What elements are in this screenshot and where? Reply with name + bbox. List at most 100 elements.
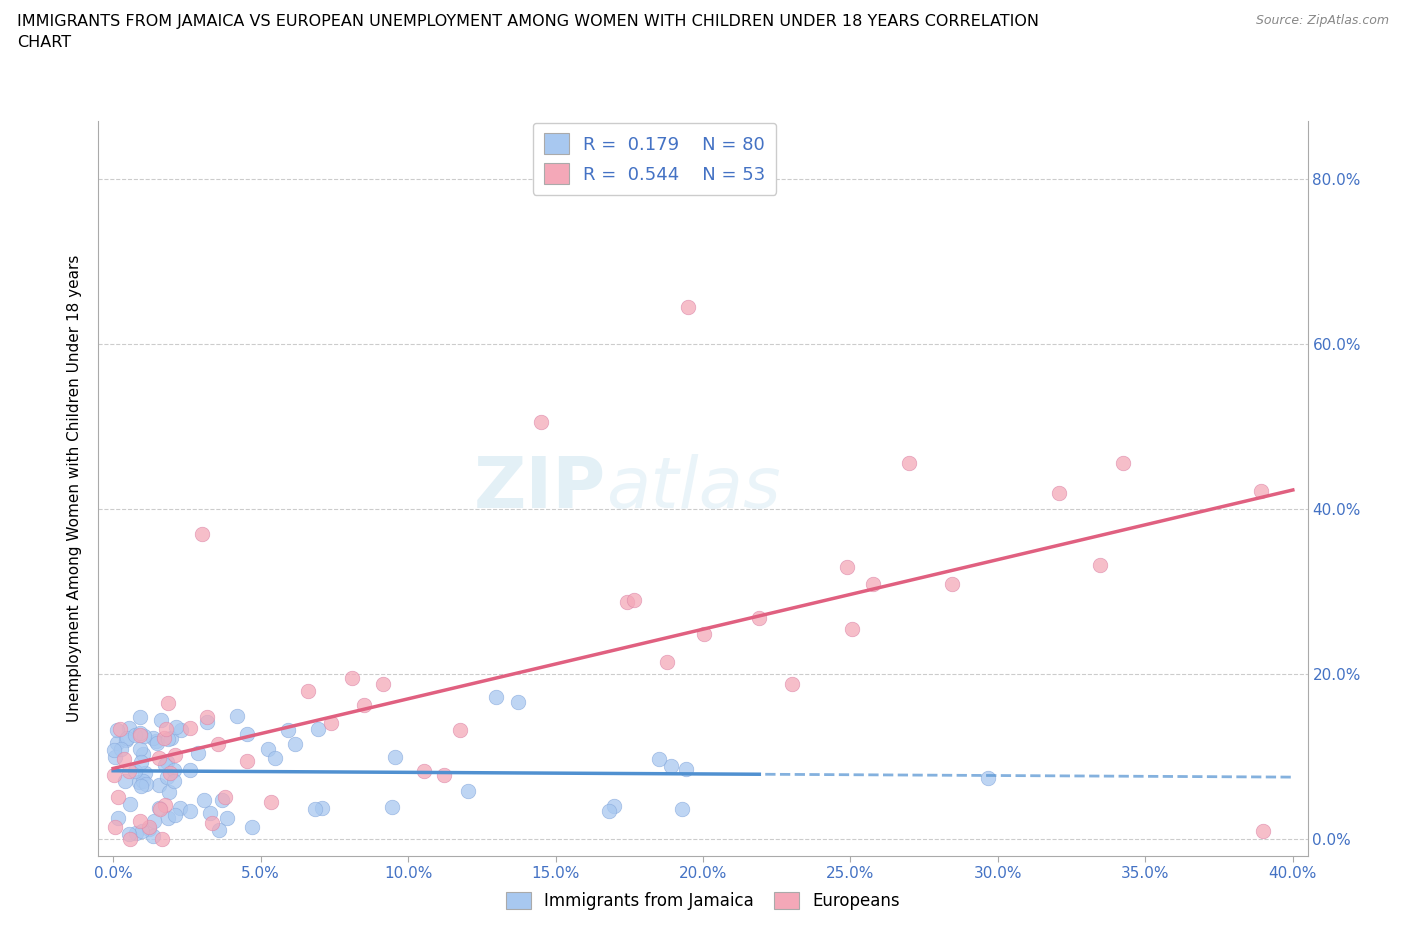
- Point: [308, 722, 330, 737]
- Point: [118, 831, 141, 846]
- Point: [169, 801, 191, 816]
- Point: [104, 750, 127, 764]
- Point: [155, 722, 177, 737]
- Point: [215, 810, 238, 825]
- Legend: R =  0.179    N = 80, R =  0.544    N = 53: R = 0.179 N = 80, R = 0.544 N = 53: [533, 123, 776, 195]
- Point: [659, 759, 682, 774]
- Point: [165, 720, 187, 735]
- Point: [107, 811, 129, 826]
- Point: [129, 725, 152, 740]
- Point: [675, 762, 697, 777]
- Point: [110, 722, 132, 737]
- Point: [160, 730, 183, 745]
- Y-axis label: Unemployment Among Women with Children Under 18 years: Unemployment Among Women with Children U…: [67, 255, 83, 722]
- Point: [131, 755, 153, 770]
- Point: [693, 627, 716, 642]
- Point: [198, 805, 221, 820]
- Point: [457, 784, 479, 799]
- Point: [190, 526, 212, 541]
- Point: [195, 710, 218, 724]
- Point: [193, 792, 215, 807]
- Point: [748, 611, 770, 626]
- Point: [353, 698, 375, 712]
- Point: [120, 797, 142, 812]
- Point: [236, 726, 259, 741]
- Point: [118, 721, 141, 736]
- Point: [319, 715, 342, 730]
- Point: [149, 713, 172, 728]
- Point: [153, 730, 176, 745]
- Point: [156, 696, 179, 711]
- Point: [941, 577, 963, 591]
- Point: [616, 594, 638, 609]
- Point: [103, 742, 125, 757]
- Point: [131, 747, 153, 762]
- Point: [132, 773, 155, 788]
- Point: [163, 748, 186, 763]
- Point: [678, 299, 700, 314]
- Point: [977, 771, 1000, 786]
- Point: [134, 777, 156, 792]
- Point: [132, 728, 155, 743]
- Point: [284, 737, 307, 751]
- Point: [124, 764, 146, 778]
- Point: [179, 804, 201, 818]
- Point: [153, 798, 176, 813]
- Point: [148, 751, 170, 765]
- Point: [105, 723, 128, 737]
- Point: [142, 813, 165, 828]
- Point: [862, 577, 884, 591]
- Point: [304, 801, 326, 816]
- Point: [311, 801, 333, 816]
- Point: [208, 822, 231, 837]
- Point: [236, 754, 259, 769]
- Point: [103, 819, 125, 834]
- Text: Source: ZipAtlas.com: Source: ZipAtlas.com: [1256, 14, 1389, 27]
- Point: [201, 816, 224, 830]
- Point: [211, 792, 233, 807]
- Point: [148, 801, 170, 816]
- Point: [112, 752, 135, 767]
- Point: [156, 732, 179, 747]
- Point: [131, 823, 153, 838]
- Point: [433, 768, 456, 783]
- Point: [156, 770, 179, 785]
- Point: [1253, 823, 1275, 838]
- Point: [179, 763, 201, 777]
- Point: [146, 736, 169, 751]
- Point: [142, 829, 165, 844]
- Point: [1112, 456, 1135, 471]
- Point: [530, 415, 553, 430]
- Point: [195, 714, 218, 729]
- Point: [225, 709, 247, 724]
- Legend: Immigrants from Jamaica, Europeans: Immigrants from Jamaica, Europeans: [499, 885, 907, 917]
- Point: [485, 689, 508, 704]
- Text: IMMIGRANTS FROM JAMAICA VS EUROPEAN UNEMPLOYMENT AMONG WOMEN WITH CHILDREN UNDER: IMMIGRANTS FROM JAMAICA VS EUROPEAN UNEM…: [17, 14, 1039, 50]
- Point: [107, 735, 129, 750]
- Point: [170, 722, 193, 737]
- Point: [256, 741, 278, 756]
- Point: [103, 768, 125, 783]
- Point: [145, 734, 167, 749]
- Point: [115, 730, 138, 745]
- Text: atlas: atlas: [606, 454, 780, 523]
- Point: [671, 802, 693, 817]
- Point: [207, 737, 229, 751]
- Point: [134, 765, 156, 780]
- Point: [124, 826, 146, 841]
- Point: [118, 827, 141, 842]
- Point: [837, 560, 859, 575]
- Point: [371, 676, 394, 691]
- Point: [898, 456, 921, 471]
- Point: [163, 763, 186, 777]
- Point: [297, 684, 319, 698]
- Point: [214, 790, 236, 804]
- Point: [598, 804, 620, 818]
- Point: [157, 785, 180, 800]
- Point: [157, 811, 180, 826]
- Point: [128, 710, 150, 724]
- Point: [277, 723, 299, 737]
- Point: [107, 790, 129, 804]
- Point: [163, 774, 186, 789]
- Point: [780, 677, 803, 692]
